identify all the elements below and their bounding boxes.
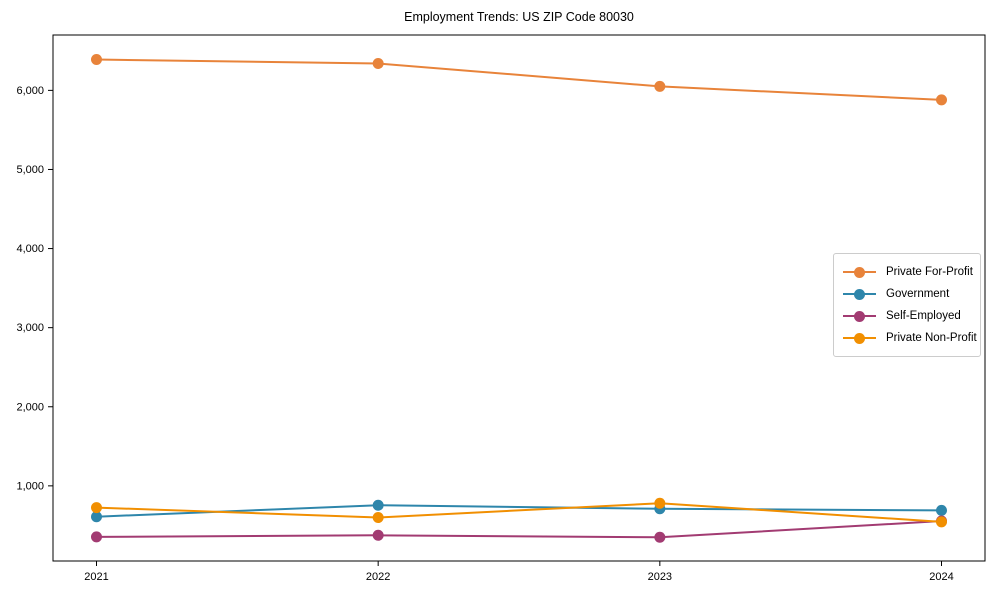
x-tick-label: 2021 — [84, 571, 108, 583]
series-line-self-employed — [95, 520, 943, 539]
legend: Private For-Profit Government Self-Employe… — [833, 253, 981, 357]
legend-marker-icon — [843, 310, 876, 322]
legend-item-government: Government — [843, 283, 971, 305]
x-tick-label: 2022 — [366, 571, 390, 583]
legend-item-self-employed: Self-Employed — [843, 305, 971, 327]
x-tick-label: 2023 — [648, 571, 672, 583]
y-tick-label: 6,000 — [16, 85, 44, 97]
y-tick-label: 1,000 — [16, 480, 44, 492]
chart-title: Employment Trends: US ZIP Code 80030 — [404, 10, 634, 24]
legend-marker-icon — [843, 288, 876, 300]
plot-spines — [52, 34, 986, 562]
legend-item-private-for-profit: Private For-Profit — [843, 261, 973, 283]
legend-label: Government — [886, 288, 950, 300]
data-point-private-non-profit — [936, 516, 947, 528]
legend-marker-icon — [843, 332, 876, 344]
x-tick-label: 2024 — [929, 571, 953, 583]
data-point-private-non-profit — [654, 497, 666, 509]
series-line-private-non-profit — [95, 502, 943, 523]
data-point-government — [91, 511, 102, 523]
data-point-self-employed — [372, 529, 384, 541]
data-point-self-employed — [91, 531, 102, 543]
data-point-private-non-profit — [372, 511, 384, 523]
y-tick-label: 2,000 — [16, 401, 44, 413]
series-line-private-for-profit — [95, 58, 943, 101]
data-point-private-for-profit — [654, 80, 666, 92]
legend-label: Private Non-Profit — [886, 332, 977, 344]
legend-item-private-non-profit: Private Non-Profit — [843, 327, 977, 349]
data-point-government — [372, 499, 384, 511]
legend-label: Self-Employed — [886, 310, 961, 322]
data-point-private-for-profit — [372, 57, 384, 69]
y-tick-label: 3,000 — [16, 322, 44, 334]
legend-marker-icon — [843, 266, 876, 278]
data-point-government — [936, 504, 947, 516]
data-point-private-for-profit — [91, 54, 102, 66]
data-point-self-employed — [654, 531, 666, 543]
y-tick-label: 5,000 — [16, 164, 44, 176]
legend-label: Private For-Profit — [886, 266, 973, 278]
data-point-private-non-profit — [91, 502, 102, 514]
data-point-private-for-profit — [936, 94, 947, 106]
series-line-government — [95, 504, 943, 518]
y-tick-label: 4,000 — [16, 243, 44, 255]
